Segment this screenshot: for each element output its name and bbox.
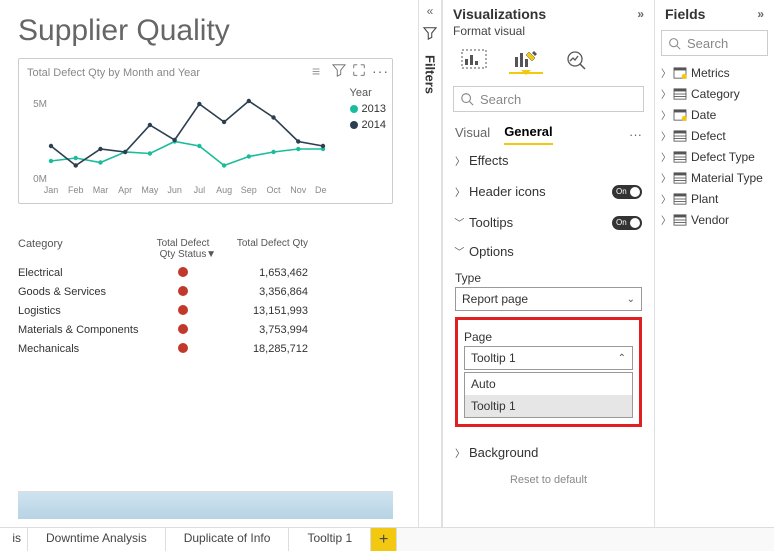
svg-text:Feb: Feb	[68, 185, 84, 195]
chevron-up-icon: ⌃	[618, 353, 626, 364]
format-visual-label: Format visual	[443, 24, 654, 44]
svg-text:5M: 5M	[33, 99, 47, 110]
format-visual-icon[interactable]	[509, 46, 543, 74]
viz-pane-title: Visualizations	[453, 6, 546, 22]
fields-search-input[interactable]: Search	[661, 30, 768, 56]
expand-filters-icon[interactable]: «	[427, 4, 434, 18]
type-select[interactable]: Report page⌄	[455, 287, 642, 311]
svg-text:Dec: Dec	[315, 185, 327, 195]
svg-text:Aug: Aug	[216, 185, 232, 195]
reset-to-default[interactable]: Reset to default	[443, 468, 654, 486]
more-options-icon[interactable]: ···	[372, 63, 386, 77]
section-background[interactable]: 〉Background	[443, 437, 654, 468]
page-tab[interactable]: Tooltip 1	[289, 528, 371, 551]
filter-icon[interactable]	[332, 63, 346, 77]
table-row[interactable]: Goods & Services3,356,864	[18, 283, 318, 302]
svg-text:Oct: Oct	[267, 185, 282, 195]
svg-text:Jun: Jun	[167, 185, 182, 195]
build-visual-icon[interactable]	[457, 46, 491, 74]
search-icon	[460, 92, 474, 106]
page-dropdown-highlight: Page Tooltip 1⌃ Auto Tooltip 1	[455, 317, 642, 427]
legend-item[interactable]: 2013	[350, 103, 386, 115]
section-header-icons[interactable]: 〉Header icons On	[443, 176, 654, 207]
fields-pane: Fields » Search 〉Metrics〉Category〉Date〉D…	[654, 0, 774, 551]
tooltips-toggle[interactable]: On	[612, 216, 642, 230]
table-row[interactable]: Materials & Components3,753,994	[18, 321, 318, 340]
col-status[interactable]: Total Defect Qty Status▼	[148, 238, 218, 260]
map-visual[interactable]	[18, 491, 393, 519]
table-row[interactable]: Electrical1,653,462	[18, 264, 318, 283]
page-tabs: is Downtime Analysis Duplicate of Info T…	[0, 527, 774, 551]
format-search-input[interactable]: Search	[453, 86, 644, 112]
page-select[interactable]: Tooltip 1⌃	[464, 346, 633, 370]
category-table[interactable]: Category Total Defect Qty Status▼ Total …	[18, 234, 318, 359]
svg-text:Jan: Jan	[44, 185, 59, 195]
tab-visual[interactable]: Visual	[455, 125, 490, 144]
field-table-defect[interactable]: 〉Defect	[655, 125, 774, 146]
table-row[interactable]: Logistics13,151,993	[18, 302, 318, 321]
header-icons-toggle[interactable]: On	[612, 185, 642, 199]
svg-text:Nov: Nov	[290, 185, 307, 195]
dd-item-auto[interactable]: Auto	[465, 373, 632, 395]
collapse-fields-icon[interactable]: »	[757, 7, 764, 21]
field-table-defect-type[interactable]: 〉Defect Type	[655, 146, 774, 167]
page-tab[interactable]: is	[0, 528, 28, 551]
svg-text:Jul: Jul	[194, 185, 206, 195]
page-tab[interactable]: Downtime Analysis	[28, 528, 166, 551]
field-table-material-type[interactable]: 〉Material Type	[655, 167, 774, 188]
svg-text:May: May	[141, 185, 159, 195]
add-page-button[interactable]: +	[371, 528, 397, 551]
section-effects[interactable]: 〉Effects	[443, 145, 654, 176]
search-icon	[668, 37, 681, 50]
field-table-vendor[interactable]: 〉Vendor	[655, 209, 774, 230]
filters-pane-collapsed[interactable]: « Filters	[418, 0, 442, 551]
visualizations-pane: Visualizations » Format visual Search Vi…	[442, 0, 654, 551]
col-category[interactable]: Category	[18, 238, 148, 260]
collapse-viz-icon[interactable]: »	[637, 7, 644, 21]
page-tab[interactable]: Duplicate of Info	[166, 528, 290, 551]
field-table-plant[interactable]: 〉Plant	[655, 188, 774, 209]
dd-item-tooltip1[interactable]: Tooltip 1	[465, 395, 632, 417]
table-row[interactable]: Mechanicals18,285,712	[18, 340, 318, 359]
type-label: Type	[455, 271, 642, 285]
analytics-icon[interactable]	[561, 46, 595, 74]
fields-pane-title: Fields	[665, 6, 705, 22]
field-table-date[interactable]: 〉Date	[655, 104, 774, 125]
line-chart: 0M 5M Jan Feb Mar Apr May Jun Jul Aug Sep Oct Nov Dec	[27, 85, 327, 195]
section-options[interactable]: 〉Options	[455, 238, 642, 265]
more-tabs-icon[interactable]: ···	[629, 127, 642, 142]
col-qty[interactable]: Total Defect Qty	[218, 238, 308, 260]
chevron-down-icon: ⌄	[627, 294, 635, 305]
legend-item[interactable]: 2014	[350, 119, 386, 131]
svg-text:Sep: Sep	[241, 185, 257, 195]
page-dropdown: Auto Tooltip 1	[464, 372, 633, 418]
filters-label: Filters	[423, 55, 438, 94]
section-tooltips[interactable]: 〉Tooltips On	[443, 207, 654, 238]
report-canvas: Supplier Quality ≡ ··· Total Defect Qty …	[0, 0, 418, 551]
tab-general[interactable]: General	[504, 124, 552, 145]
chart-visual[interactable]: ≡ ··· Total Defect Qty by Month and Year…	[18, 58, 393, 204]
page-title: Supplier Quality	[18, 14, 408, 48]
svg-text:Apr: Apr	[118, 185, 132, 195]
field-table-metrics[interactable]: 〉Metrics	[655, 62, 774, 83]
svg-text:0M: 0M	[33, 174, 47, 185]
legend-title: Year	[350, 87, 386, 99]
page-label: Page	[464, 330, 633, 344]
field-table-category[interactable]: 〉Category	[655, 83, 774, 104]
svg-text:Mar: Mar	[93, 185, 109, 195]
drag-handle-icon[interactable]: ≡	[312, 63, 326, 77]
focus-mode-icon[interactable]	[352, 63, 366, 77]
filters-icon	[423, 26, 437, 43]
chart-legend: Year 2013 2014	[350, 87, 386, 135]
